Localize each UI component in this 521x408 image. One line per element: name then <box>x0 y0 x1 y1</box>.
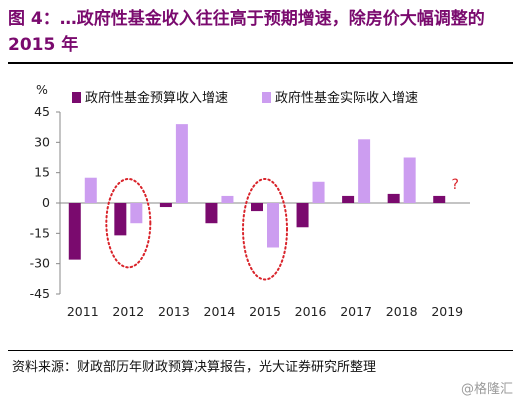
y-tick-label: -15 <box>30 225 50 240</box>
y-tick-label: 45 <box>34 104 50 119</box>
bar-actual-2017 <box>358 139 371 203</box>
x-tick-label: 2015 <box>249 304 281 319</box>
source-note: 资料来源：财政部历年财政预算决算报告，光大证券研究所整理 <box>12 360 377 375</box>
bar-budget-2013 <box>159 203 172 208</box>
bar-budget-2011 <box>68 203 81 260</box>
legend-label-budget: 政府性基金预算收入增速 <box>85 90 228 106</box>
bar-budget-2014 <box>205 203 218 224</box>
bar-chart: -45 -30 -15 0 15 30 45 2011 2012 2013 2014 2015 201… <box>30 82 470 319</box>
annotation-question-mark: ? <box>452 177 459 193</box>
bar-budget-2016 <box>296 203 309 228</box>
highlight-ellipse-2015 <box>242 178 288 281</box>
bar-actual-2014 <box>221 195 234 203</box>
y-tick-label: -45 <box>30 286 50 301</box>
x-tick-label: 2017 <box>340 304 372 319</box>
x-tick-label: 2013 <box>158 304 190 319</box>
x-tick-label: 2012 <box>112 304 144 319</box>
x-tick-label: 2016 <box>295 304 327 319</box>
watermark: @格隆汇 <box>460 382 513 397</box>
legend-label-actual: 政府性基金实际收入增速 <box>275 90 418 106</box>
bar-actual-2015 <box>267 203 279 248</box>
chart-title: 图 4：…政府性基金收入往往高于预期增速，除房价大幅调整的 2015 年 <box>8 9 485 55</box>
highlight-ellipse-2012 <box>105 178 152 269</box>
bar-budget-2018 <box>387 193 400 203</box>
bar-budget-2012 <box>114 203 127 236</box>
bar-actual-2016 <box>312 181 325 203</box>
source-divider <box>8 350 513 351</box>
y-axis-unit: % <box>36 82 48 97</box>
x-tick-label: 2018 <box>386 304 418 319</box>
y-tick-label: 0 <box>42 195 50 210</box>
bar-actual-2012 <box>130 203 143 224</box>
y-tick-label: -30 <box>30 256 50 271</box>
legend-swatch-actual <box>262 92 271 103</box>
bar-actual-2013 <box>175 124 188 203</box>
bar-budget-2019 <box>433 195 446 203</box>
x-tick-label: 2014 <box>204 304 236 319</box>
bar-budget-2015 <box>251 203 263 212</box>
y-tick-label: 30 <box>34 134 50 149</box>
y-tick-label: 15 <box>34 165 50 180</box>
bar-actual-2018 <box>403 157 416 203</box>
bar-budget-2017 <box>342 195 355 203</box>
bar-actual-2011 <box>84 177 97 203</box>
legend-swatch-budget <box>72 92 81 103</box>
x-tick-label: 2011 <box>67 304 99 319</box>
title-divider <box>8 62 513 64</box>
x-tick-label: 2019 <box>431 304 463 319</box>
